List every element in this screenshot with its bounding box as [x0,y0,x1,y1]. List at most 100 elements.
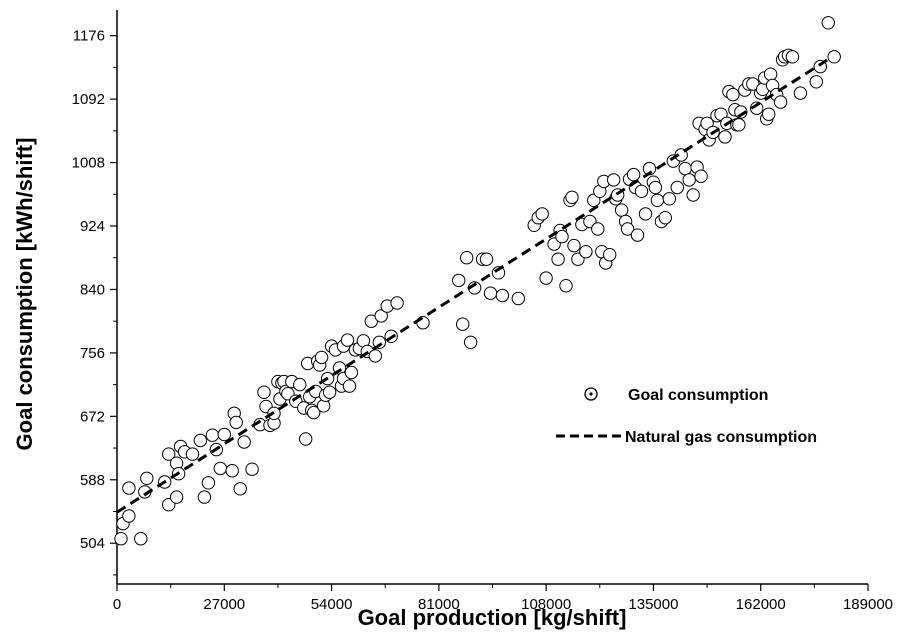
data-point [762,107,776,121]
data-point [213,461,228,476]
data-point [374,309,388,323]
data-point [773,95,788,109]
natural-gas-consumption-line [116,55,834,514]
data-point [614,203,629,217]
y-tick-label: 840 [80,281,105,298]
y-tick-label: 672 [80,408,105,425]
data-point [368,349,382,363]
data-point [169,490,184,504]
data-point [827,50,841,64]
data-point [390,296,404,310]
x-tick-label: 135000 [628,596,678,613]
data-point [630,228,645,242]
data-point [197,490,212,504]
data-point [620,222,635,236]
data-point [678,161,692,176]
tick-labels: 0 27000 54000 81000 108000 135000 162000 189000… [72,28,893,613]
data-point [682,173,696,187]
data-point [638,207,653,221]
data-point [603,248,617,262]
y-tick-label: 924 [80,218,105,235]
data-point [233,482,247,496]
data-point [634,184,649,199]
data-point [551,252,565,266]
data-point [225,464,239,478]
data-point [479,252,494,266]
legend-label-natural-gas: Natural gas consumption [625,429,817,446]
x-axis-title: Goal production [kg/shift] [358,605,627,630]
data-point [217,427,232,442]
data-point [694,169,708,183]
x-tick-label: 81000 [418,596,460,613]
data-point [322,385,337,399]
y-tick-label: 756 [80,345,105,362]
data-point [460,251,474,265]
data-point [732,118,746,132]
data-points [114,16,841,546]
y-tick-label: 504 [80,535,105,552]
legend-marker-circle [584,387,598,401]
data-point [650,193,665,208]
data-point [245,462,259,476]
data-point [416,316,430,330]
data-point [483,286,498,300]
data-point [122,509,136,523]
data-point [201,476,216,490]
y-tick-label: 1008 [72,155,105,172]
y-tick-label: 588 [80,472,105,489]
data-point [591,222,605,236]
data-point [567,238,581,253]
data-point [140,471,154,485]
data-point [686,188,700,202]
data-point [372,335,386,349]
data-point [809,75,823,89]
data-point [539,271,553,285]
data-point [565,190,579,205]
data-point [307,405,321,420]
data-point [607,173,621,187]
x-tick-label: 0 [113,596,121,613]
y-axis-title: Goal consumption [kWh/shift] [12,138,37,451]
data-point [559,279,573,293]
data-point [821,16,835,30]
data-point [670,180,684,195]
data-point [785,50,800,64]
axis-ticks [110,35,869,591]
data-point [205,428,220,442]
data-point [662,192,676,206]
data-point [535,207,549,221]
data-point [511,291,525,306]
data-point [763,67,778,81]
data-point [726,87,740,102]
y-tick-label: 1092 [72,91,105,108]
data-point [658,211,672,225]
data-point [257,385,271,399]
data-point [342,379,357,393]
data-point [626,167,641,182]
data-point [452,273,466,288]
data-point [122,481,136,495]
y-tick-label: 1176 [73,28,105,45]
legend: Goal consumption Natural gas consumption [556,387,817,446]
data-point [718,130,732,144]
x-tick-label: 162000 [736,596,786,613]
x-tick-label: 108000 [521,596,571,613]
data-point [237,435,251,449]
data-point [293,377,307,392]
x-tick-label: 27000 [203,596,245,613]
data-point [579,245,593,259]
data-point [495,288,510,303]
data-point [734,105,748,119]
data-point [162,447,176,461]
legend-label-goal-consumption: Goal consumption [628,387,768,404]
data-point [793,86,808,100]
data-point [229,415,243,430]
data-point [340,333,355,347]
data-point [314,350,329,365]
data-point [555,229,569,244]
x-tick-label: 189000 [843,596,893,613]
trend-line [116,55,834,514]
data-point [648,180,663,195]
data-point [185,447,200,461]
